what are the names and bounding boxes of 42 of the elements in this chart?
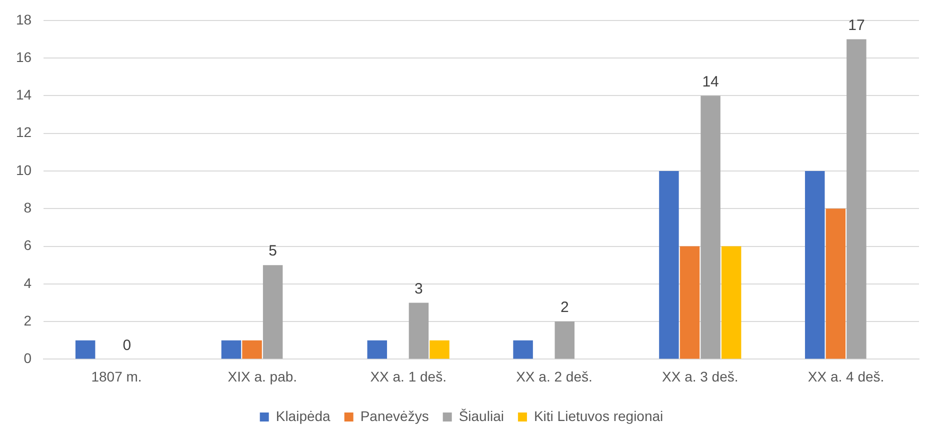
x-tick-label: XX a. 3 deš.	[662, 368, 738, 384]
legend-label: Panevėžys	[360, 408, 429, 424]
bar	[262, 265, 283, 359]
bar	[721, 246, 742, 359]
bar	[659, 170, 679, 359]
y-tick-label: 6	[24, 237, 32, 254]
bar	[804, 170, 825, 359]
y-tick-label: 4	[24, 274, 32, 291]
y-tick-label: 12	[16, 124, 32, 140]
x-tick-label: XX a. 4 deš.	[808, 368, 884, 384]
y-tick-label: 18	[16, 11, 32, 28]
bar	[75, 340, 96, 359]
data-label: 2	[560, 299, 569, 316]
bar	[430, 340, 450, 359]
bar	[826, 208, 846, 359]
y-tick-label: 0	[24, 350, 32, 366]
x-tick-label: XIX a. pab.	[228, 368, 298, 384]
bar	[846, 39, 866, 359]
data-label: 0	[122, 336, 132, 354]
bar	[680, 246, 700, 359]
data-label: 14	[702, 73, 719, 90]
y-tick-label: 14	[16, 86, 32, 103]
bar	[408, 302, 429, 359]
bar	[367, 340, 388, 359]
x-tick-label: XX a. 2 deš.	[516, 368, 592, 384]
legend-label: Klaipėda	[276, 408, 331, 424]
y-tick-label: 16	[16, 48, 32, 65]
bar	[221, 340, 242, 359]
bar	[700, 96, 720, 359]
y-tick-label: 2	[24, 312, 32, 328]
y-tick-label: 8	[24, 199, 32, 216]
legend-label: Šiauliai	[458, 408, 504, 424]
y-tick-label: 10	[16, 162, 32, 178]
x-tick-label: XX a. 1 deš.	[370, 368, 446, 384]
data-label: 5	[268, 242, 277, 260]
data-label: 3	[414, 280, 423, 298]
x-tick-label: 1807 m.	[91, 368, 142, 384]
data-label: 17	[848, 16, 865, 34]
legend-label: Kiti Lietuvos regionai	[534, 408, 664, 424]
bar	[554, 322, 575, 359]
bar	[242, 340, 262, 359]
bar	[513, 340, 533, 359]
